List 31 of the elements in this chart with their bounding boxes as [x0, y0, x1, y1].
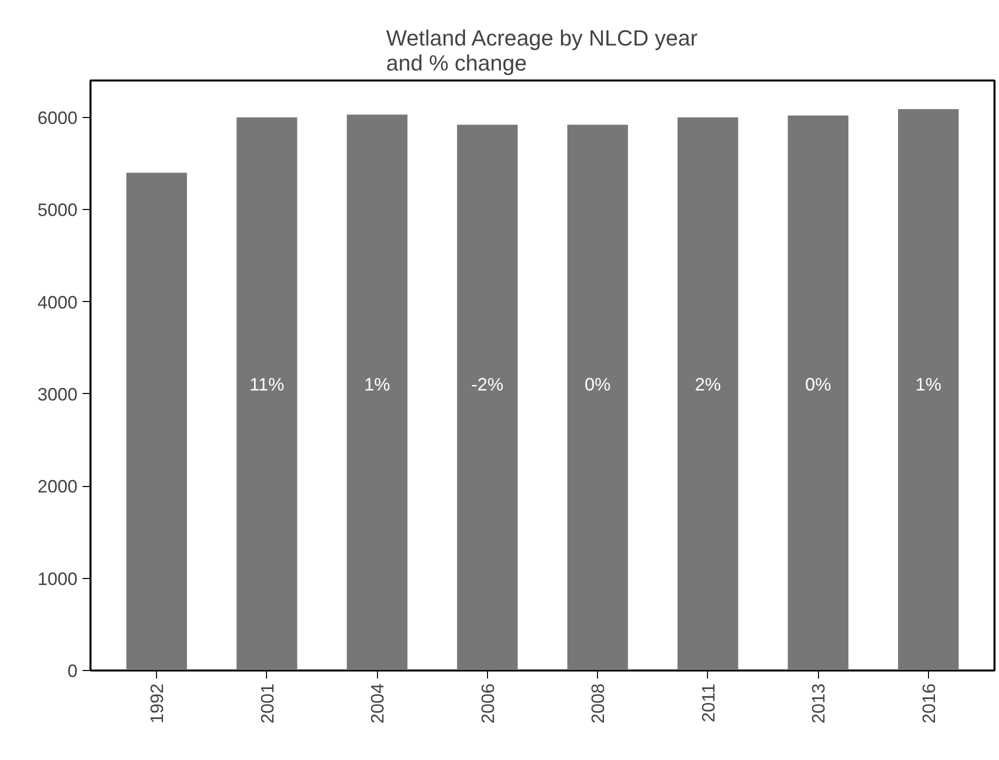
x-tick-label: 2016: [918, 683, 939, 724]
annotation: 0%: [805, 374, 832, 394]
annotation: 11%: [250, 374, 284, 394]
annotation: 1%: [915, 374, 942, 394]
bar: [567, 124, 628, 670]
y-tick-label: 5000: [37, 200, 78, 220]
annotation: 2%: [694, 374, 721, 394]
x-tick-label: 2013: [808, 683, 829, 724]
bar: [678, 117, 738, 670]
x-tick-label: 2004: [368, 683, 388, 724]
y-tick-label: 2000: [37, 476, 78, 497]
bar: [898, 109, 959, 670]
y-tick-label: 3000: [37, 384, 78, 404]
annotation: -2%: [471, 374, 504, 394]
y-tick-label: 1000: [37, 568, 78, 589]
x-tick-label: 1992: [147, 683, 168, 724]
bar: [236, 117, 298, 670]
bar: [346, 114, 408, 670]
bar: [126, 172, 187, 670]
x-tick-label: 2011: [698, 683, 718, 722]
y-tick-label: 4000: [37, 292, 78, 312]
chart-title: Wetland Acreage by NLCD year and % change: [386, 26, 698, 76]
y-tick-label: 6000: [37, 108, 78, 128]
annotation: 0%: [584, 374, 611, 394]
x-tick-label: 2006: [478, 683, 498, 724]
x-tick-label: 2001: [257, 683, 278, 724]
bar: [457, 124, 518, 670]
annotation: 1%: [364, 374, 390, 394]
y-tick-label: 0: [67, 661, 78, 681]
x-tick-label: 2008: [588, 683, 608, 724]
bar: [788, 116, 848, 670]
